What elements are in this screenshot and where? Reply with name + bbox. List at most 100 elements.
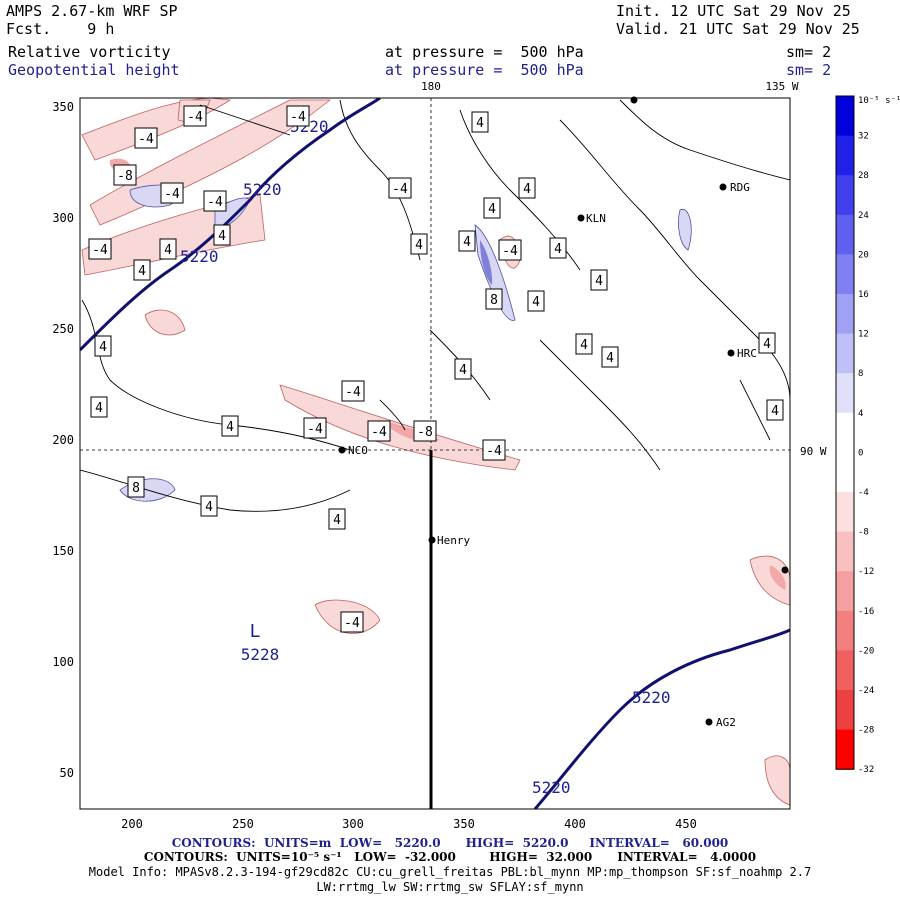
vorticity-label-box [601, 346, 619, 368]
vorticity-label: 4 [99, 340, 107, 355]
vorticity-label-box [127, 476, 145, 498]
vorticity-label-box [590, 269, 608, 291]
y-axis: 350 300 250 200 150 100 50 [52, 100, 74, 780]
low-symbol: L [250, 621, 261, 642]
colorbar-label: -16 [858, 607, 874, 617]
field-1-name: Relative vorticity [8, 43, 171, 61]
vorticity-label-box [498, 239, 522, 261]
colorbar-segment [836, 135, 854, 176]
vorticity-label: 4 [415, 238, 423, 253]
height-label: 5220 [632, 688, 671, 707]
vorticity-label-box [303, 417, 327, 439]
vorticity-label: -8 [417, 425, 433, 440]
vorticity-label-box [90, 396, 108, 418]
colorbar-segment [836, 729, 854, 770]
field-1-level: at pressure = 500 hPa [385, 43, 584, 61]
field-2-level: at pressure = 500 hPa [385, 61, 584, 79]
x-tick-label: 250 [232, 817, 254, 831]
model-title: AMPS 2.67-km WRF SP [6, 2, 178, 20]
vorticity-label-box [458, 230, 476, 252]
colorbar-label: 28 [858, 171, 869, 181]
vorticity-label-box [367, 420, 391, 442]
colorbar-segment [836, 531, 854, 572]
station-label: KLN [586, 212, 606, 225]
colorbar-segment [836, 294, 854, 335]
vorticity-label: 4 [532, 295, 540, 310]
vorticity-label-box [518, 177, 536, 199]
vorticity-label: -4 [164, 187, 180, 202]
colorbar-frame [835, 95, 855, 770]
vorticity-label-box [94, 335, 112, 357]
y-tick-label: 200 [52, 433, 74, 447]
vorticity-label: 4 [333, 513, 341, 528]
vorticity-label-box [221, 415, 239, 437]
vorticity-labels: -4 -4 -8 -4 -4 4 -4 4 4 -4 -4 4 4 4 -4 -4 -4 -8 -4 8 4 4 -4 4 4 4… [88, 105, 784, 633]
vorticity-label-box [134, 127, 158, 149]
colorbar-label: 12 [858, 330, 869, 340]
vorticity-label: -4 [344, 616, 360, 631]
field-2-smooth: sm= 2 [786, 61, 832, 79]
vorticity-label: -4 [392, 182, 408, 197]
label-135w: 135 W [765, 80, 798, 93]
y-tick-label: 350 [52, 100, 74, 114]
field-1-smooth: sm= 2 [786, 43, 832, 61]
colorbar-segment [836, 610, 854, 651]
vorticity-label: 4 [459, 363, 467, 378]
vorticity-label-box [766, 399, 784, 421]
init-time: Init. 12 UTC Sat 29 Nov 25 [616, 2, 851, 20]
vorticity-label: -4 [207, 195, 223, 210]
colorbar-label: -12 [858, 567, 874, 577]
vorticity-label-box [200, 495, 218, 517]
colorbar-label: 16 [858, 290, 869, 300]
vorticity-label-box [454, 358, 472, 380]
x-tick-label: 200 [121, 817, 143, 831]
x-tick-label: 300 [342, 817, 364, 831]
vorticity-label-box [549, 237, 567, 259]
vorticity-label-box [203, 190, 227, 212]
vorticity-label: 8 [490, 293, 498, 308]
vorticity-label: 4 [580, 338, 588, 353]
vorticity-label: 4 [463, 235, 471, 250]
station-label: HRC [737, 347, 757, 360]
vorticity-label: 4 [763, 337, 771, 352]
low-value: 5228 [241, 645, 280, 664]
vorticity-label-box [758, 332, 776, 354]
footer-vorticity-contours: CONTOURS: UNITS=10⁻⁵ s⁻¹ LOW= -32.000 HI… [143, 850, 757, 864]
x-tick-label: 450 [675, 817, 697, 831]
y-tick-label: 150 [52, 544, 74, 558]
vorticity-label-box [183, 105, 207, 127]
vorticity-label: 4 [218, 229, 226, 244]
colorbar-label: 0 [858, 448, 863, 458]
height-contours [80, 98, 790, 809]
footer-height-contours: CONTOURS: UNITS=m LOW= 5220.0 HIGH= 5220… [171, 836, 729, 850]
vorticity-label-box [133, 259, 151, 281]
station-label: Henry [437, 534, 470, 547]
vorticity-label: 4 [523, 182, 531, 197]
vorticity-label: 4 [205, 500, 213, 515]
vorticity-label: -4 [138, 132, 154, 147]
vorticity-label: -4 [345, 385, 361, 400]
height-label: 5220 [532, 778, 571, 797]
vorticity-label-box [160, 182, 184, 204]
vorticity-label: -4 [371, 425, 387, 440]
stations: NCO Henry KLN RDG HRC AG2 [338, 96, 789, 729]
negative-vorticity-areas [81, 98, 790, 806]
colorbar-label: -20 [858, 646, 874, 656]
vorticity-label: 4 [488, 202, 496, 217]
meridian-lines [80, 98, 790, 451]
colorbar-segment [836, 373, 854, 414]
field-2-name: Geopotential height [8, 61, 180, 79]
colorbar-label: -32 [858, 765, 874, 775]
colorbar-label: 20 [858, 250, 869, 260]
vorticity-label-box [527, 290, 545, 312]
y-tick-label: 100 [52, 655, 74, 669]
colorbar-label: 24 [858, 211, 869, 221]
colorbar-segment [836, 333, 854, 374]
station-label: AG2 [716, 716, 736, 729]
vorticity-label-box [575, 333, 593, 355]
colorbar-label: -4 [858, 488, 869, 498]
vorticity-label-box [413, 420, 437, 442]
colorbar-segment [836, 175, 854, 216]
vorticity-label-box [113, 164, 137, 186]
